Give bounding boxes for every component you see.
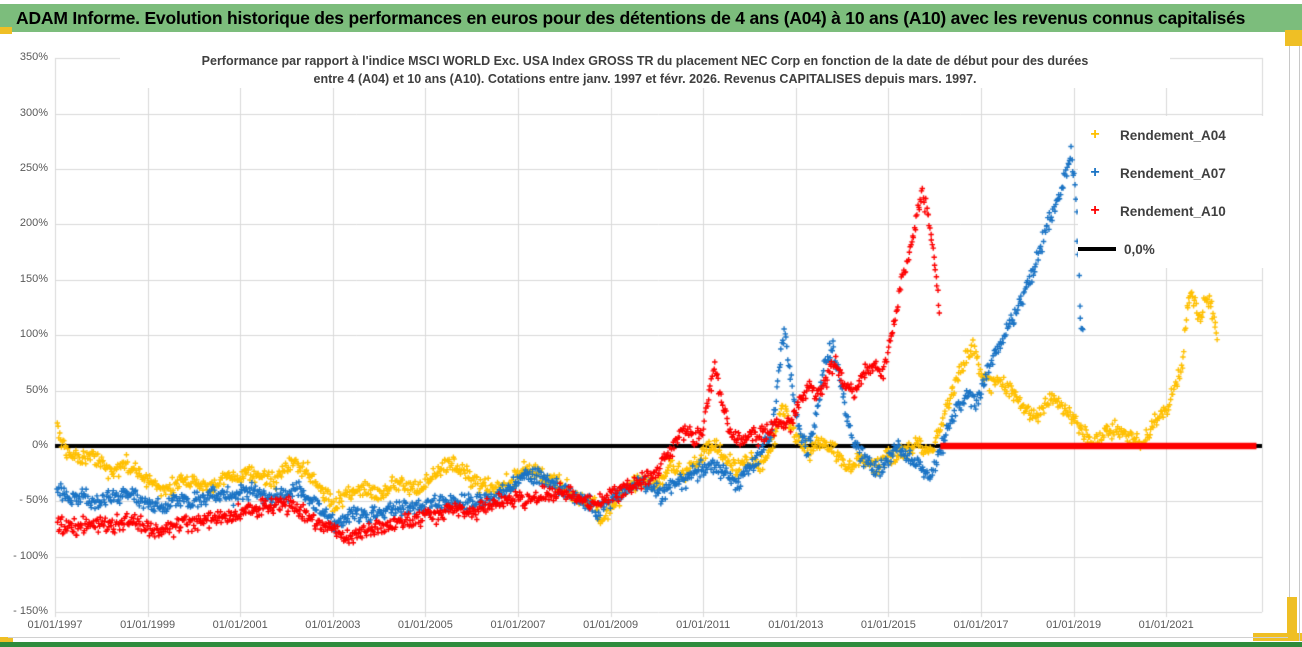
- y-axis-tick: 300%: [19, 106, 48, 119]
- footer-green-strip: [0, 642, 1302, 647]
- y-axis-tick: - 50%: [19, 494, 48, 507]
- x-axis-tick: 01/01/2001: [212, 619, 268, 631]
- x-axis-tick: 01/01/2019: [1046, 619, 1102, 631]
- y-axis-tick: 250%: [19, 162, 48, 174]
- x-axis-tick: 01/01/2017: [953, 619, 1009, 631]
- x-axis-tick: 01/01/1997: [27, 619, 83, 631]
- gold-accent-top-right: [1285, 30, 1302, 46]
- x-axis-tick: 01/01/2005: [397, 619, 453, 631]
- window-right-border: [1299, 46, 1300, 641]
- legend-label: Rendement_A04: [1120, 127, 1226, 143]
- zero-line-swatch: [1078, 247, 1116, 251]
- x-axis-tick: 01/01/1999: [120, 619, 176, 631]
- x-axis-tick: 01/01/2011: [676, 619, 731, 631]
- y-axis-tick: - 100%: [13, 549, 48, 562]
- gold-accent-right-bar: [1287, 597, 1297, 641]
- chart-title-line1: Performance par rapport à l'indice MSCI …: [201, 54, 1089, 68]
- legend-label: 0,0%: [1124, 241, 1155, 257]
- report-header-bar: ADAM Informe. Evolution historique des p…: [0, 4, 1302, 32]
- x-axis-tick: 01/01/2013: [768, 619, 824, 631]
- x-axis-tick: 01/01/2021: [1138, 619, 1194, 631]
- gold-accent-top-left: [0, 27, 12, 34]
- chart-object-bottom-border: [8, 637, 1288, 638]
- x-axis-tick: 01/01/2003: [305, 619, 361, 631]
- y-axis-tick: 100%: [19, 328, 48, 341]
- x-axis-tick: 01/01/2009: [583, 619, 639, 631]
- plus-marker-icon: +: [1090, 164, 1100, 181]
- y-axis-tick: - 150%: [13, 605, 48, 618]
- legend-item-a07: + Rendement_A07: [1078, 154, 1266, 192]
- y-axis-tick: 200%: [19, 217, 48, 230]
- legend-item-a04: + Rendement_A04: [1078, 116, 1266, 154]
- gold-accent-bottom-left: [0, 637, 13, 644]
- y-axis-tick: 150%: [19, 272, 48, 285]
- legend-label: Rendement_A07: [1120, 165, 1226, 181]
- plus-marker-icon: +: [1090, 202, 1100, 219]
- legend-item-zero-line: 0,0%: [1078, 230, 1266, 268]
- y-axis-tick: 50%: [25, 383, 48, 396]
- chart-title-line2: entre 4 (A04) et 10 ans (A10). Cotations…: [313, 72, 977, 86]
- report-title: ADAM Informe. Evolution historique des p…: [16, 7, 1246, 28]
- chart-title: Performance par rapport à l'indice MSCI …: [120, 52, 1170, 88]
- x-axis-tick: 01/01/2015: [860, 619, 916, 631]
- y-axis-tick: 350%: [19, 51, 48, 64]
- y-axis-tick: 0%: [32, 439, 48, 451]
- legend-label: Rendement_A10: [1120, 203, 1226, 219]
- legend-item-a10: + Rendement_A10: [1078, 192, 1266, 230]
- plus-marker-icon: +: [1090, 126, 1100, 143]
- chart-legend: + Rendement_A04 + Rendement_A07 + Rendem…: [1078, 116, 1266, 268]
- x-axis-tick: 01/01/2007: [490, 619, 546, 631]
- right-edge-line: [1289, 46, 1290, 597]
